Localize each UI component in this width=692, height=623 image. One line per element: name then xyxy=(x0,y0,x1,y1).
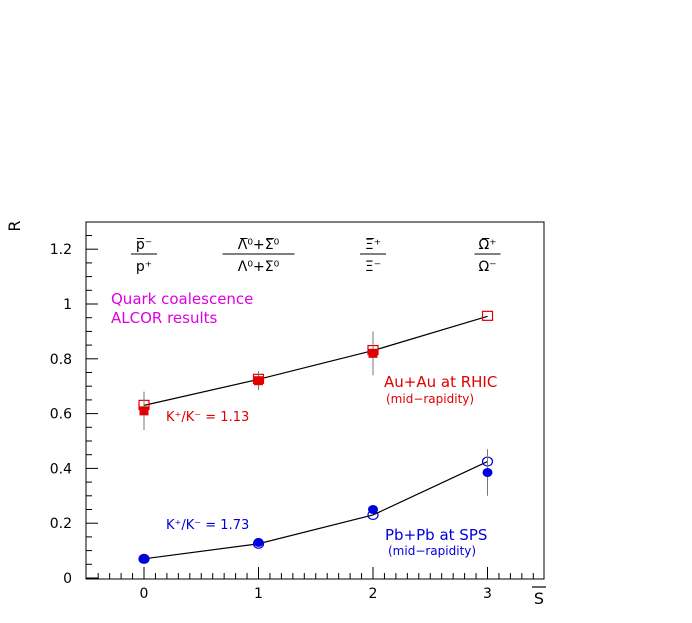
sps-kk-ratio: K⁺/K⁻ = 1.73 xyxy=(166,518,249,533)
y-tick-label: 1 xyxy=(63,297,72,313)
ratio-denominator: p⁺ xyxy=(136,259,152,275)
point-sps_data xyxy=(253,537,264,547)
model-label-line2: ALCOR results xyxy=(111,309,218,327)
point-rhic_data xyxy=(368,348,378,358)
series-line-sps_alcor xyxy=(143,461,488,560)
y-tick-label: 0.6 xyxy=(50,407,72,423)
y-tick-label: 0 xyxy=(63,571,72,587)
ratio-numerator: Ξ̅⁺ xyxy=(365,237,381,253)
rhic-title: Au+Au at RHIC xyxy=(384,373,497,391)
rhic-kk-ratio: K⁺/K⁻ = 1.13 xyxy=(166,410,249,425)
x-axis-label: S xyxy=(534,589,544,608)
point-sps_data xyxy=(368,505,378,514)
ratio-denominator: Ξ⁻ xyxy=(365,259,381,275)
point-rhic_data xyxy=(254,376,263,386)
ratio-numerator: p̅⁻ xyxy=(136,237,152,253)
sps-title: Pb+Pb at SPS xyxy=(385,526,487,544)
sps-subtitle: (mid−rapidity) xyxy=(388,544,476,558)
model-label-line1: Quark coalescence xyxy=(111,290,253,308)
ratio-numerator: Ω̅⁺ xyxy=(478,237,496,253)
rhic-subtitle: (mid−rapidity) xyxy=(386,392,474,406)
point-sps_data xyxy=(482,468,493,478)
y-tick-label: 0.2 xyxy=(50,516,72,532)
ratio-denominator: Ω⁻ xyxy=(478,259,496,275)
point-rhic_alcor xyxy=(481,310,494,321)
ratio-denominator: Λ⁰+Σ⁰ xyxy=(238,259,280,275)
point-rhic_data xyxy=(139,406,149,416)
series-line-rhic_alcor xyxy=(143,315,488,406)
x-tick-label: 3 xyxy=(483,586,492,602)
y-tick-label: 0.8 xyxy=(50,352,72,368)
x-tick-label: 2 xyxy=(369,586,378,602)
y-tick-label: 0.4 xyxy=(50,461,72,477)
ratio-numerator: Λ̅⁰+Σ̅⁰ xyxy=(238,237,280,253)
y-axis-label: R xyxy=(5,220,24,231)
point-sps_data xyxy=(139,554,149,564)
y-tick-label: 1.2 xyxy=(50,242,72,258)
x-tick-label: 1 xyxy=(254,586,263,602)
plot-frame xyxy=(85,221,545,580)
x-tick-label: 0 xyxy=(140,586,149,602)
